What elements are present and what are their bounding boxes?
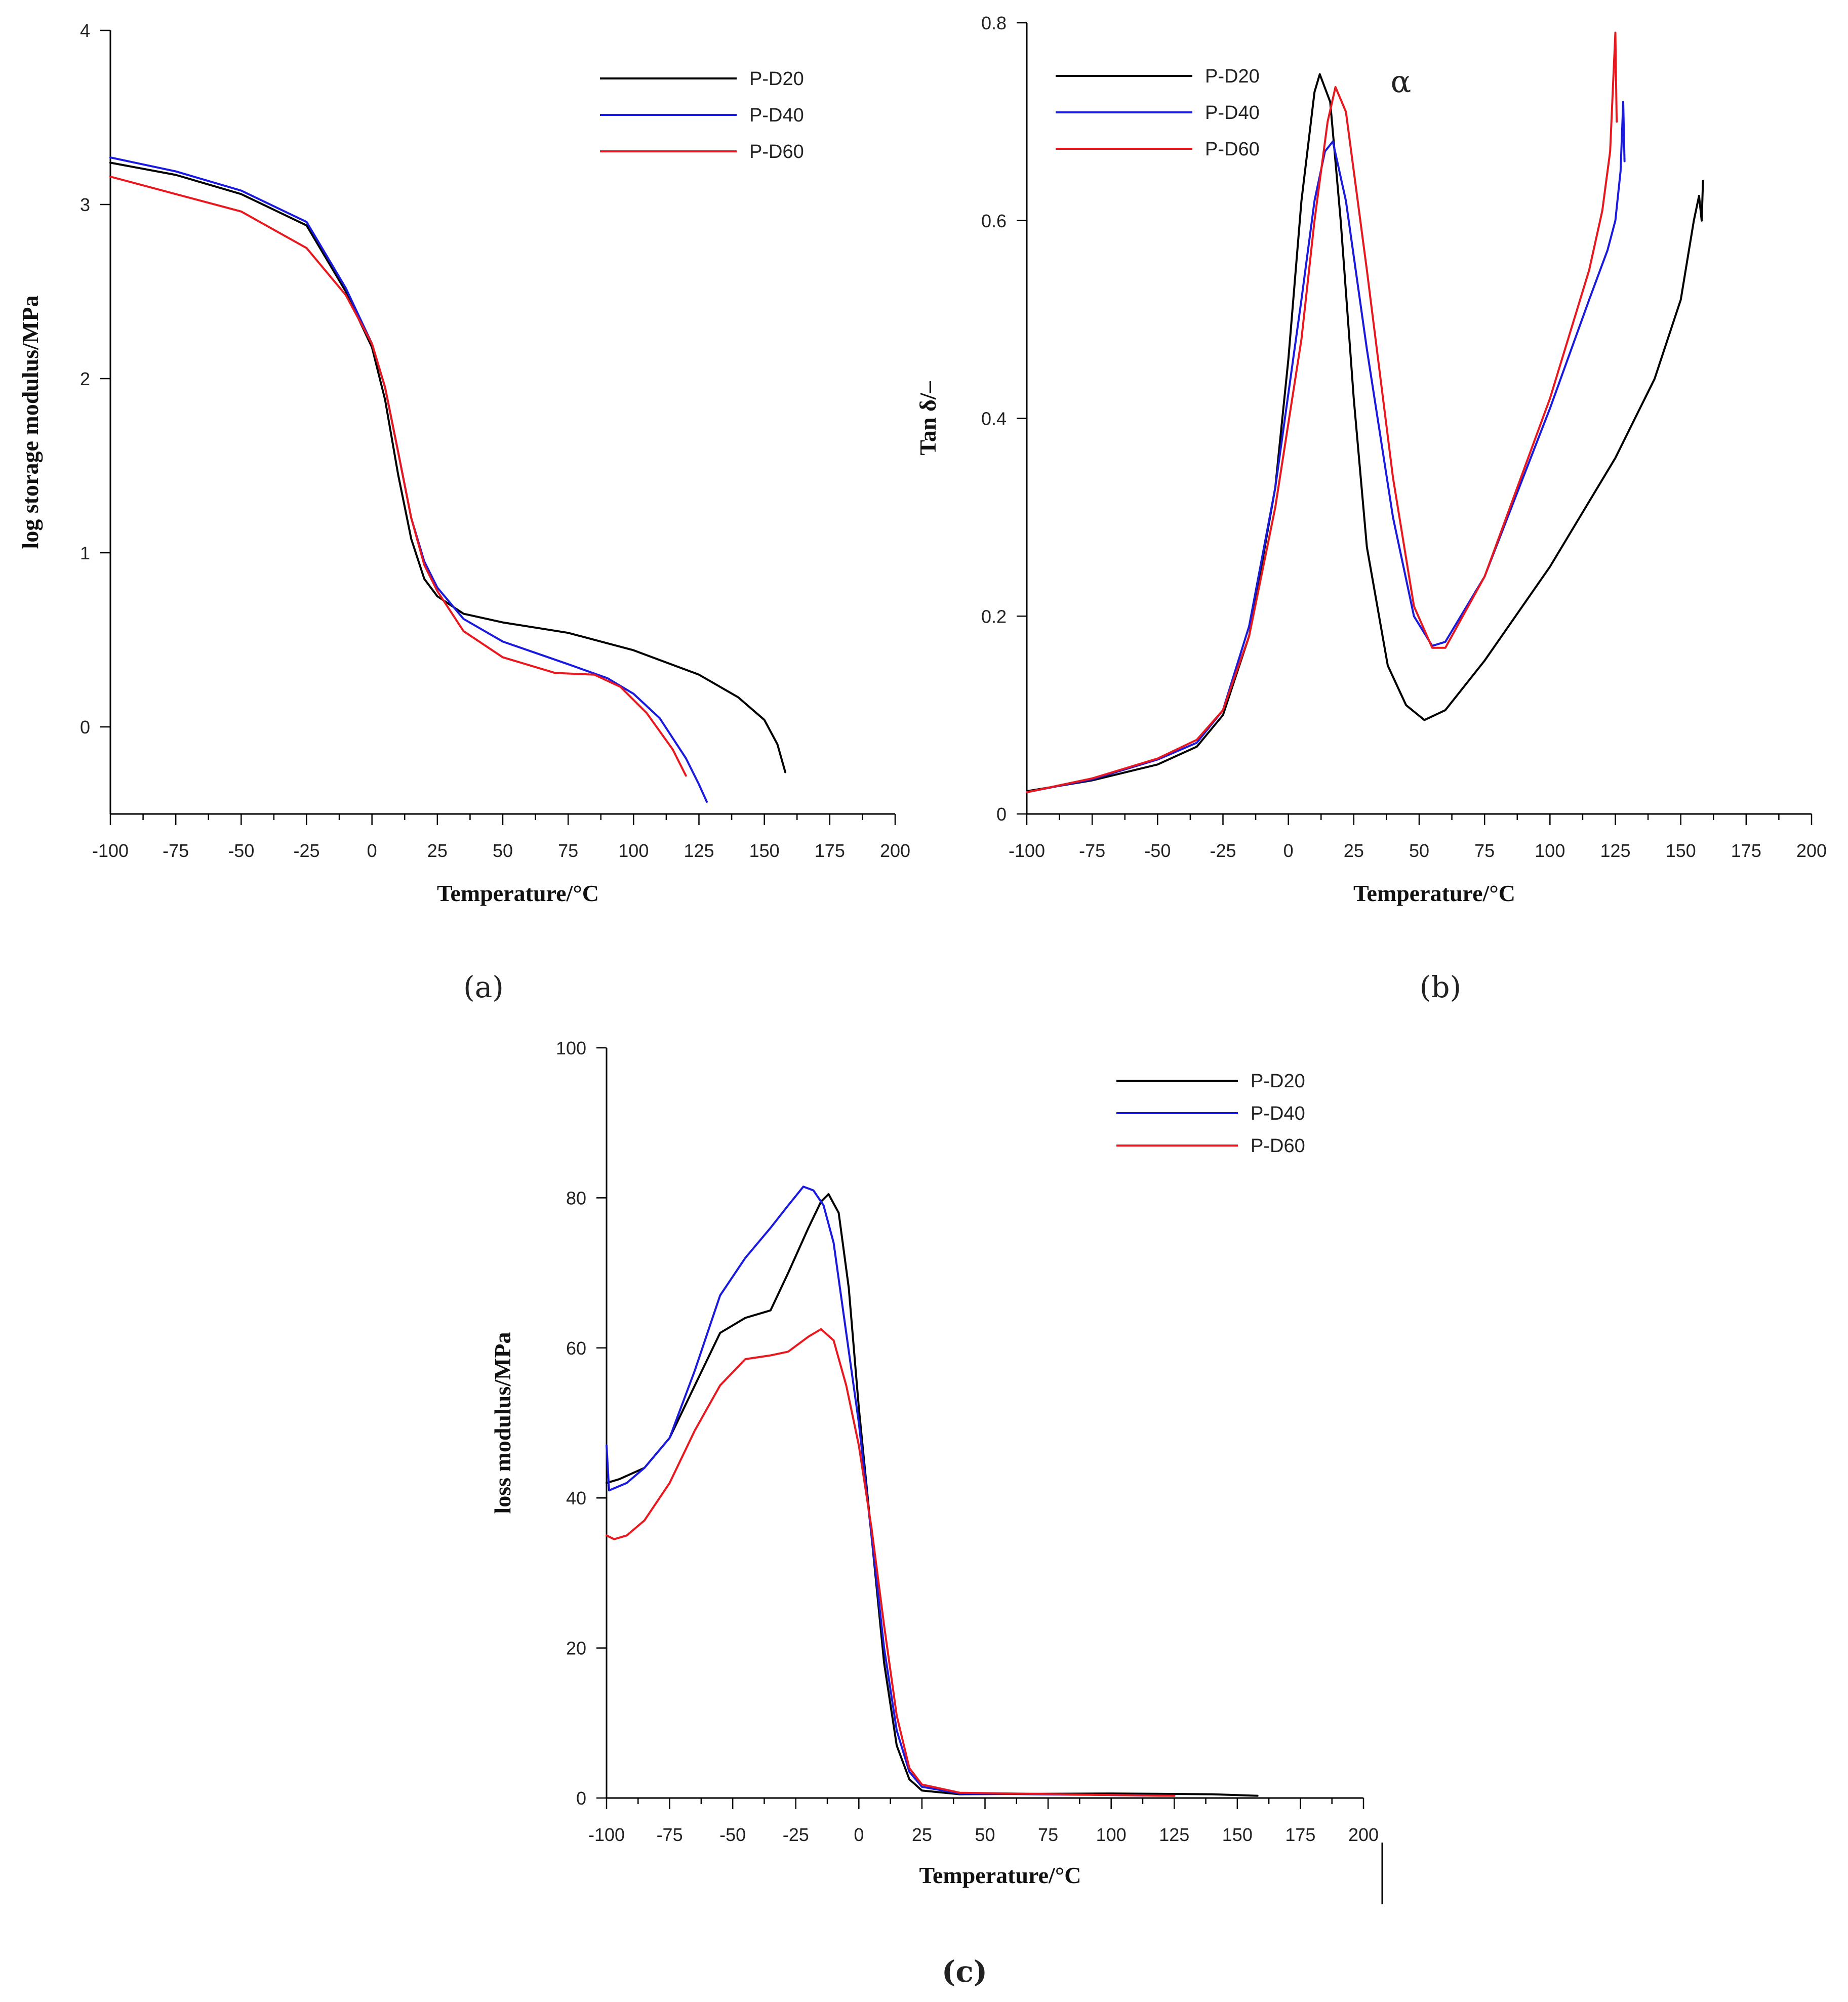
x-tick-label: -75 bbox=[163, 840, 189, 861]
y-tick-label: 4 bbox=[80, 20, 90, 41]
x-tick-label: -50 bbox=[1144, 840, 1171, 861]
legend-label: P-D60 bbox=[1251, 1135, 1305, 1157]
legend-label: P-D40 bbox=[1205, 102, 1260, 124]
x-tick-label: 50 bbox=[493, 840, 513, 861]
x-tick-label: 0 bbox=[854, 1824, 864, 1845]
x-tick-label: -100 bbox=[588, 1824, 625, 1845]
y-tick-label: 2 bbox=[80, 369, 90, 389]
y-axis-title: loss modulus/MPa bbox=[490, 1332, 515, 1514]
x-tick-label: 0 bbox=[367, 840, 377, 861]
y-tick-label: 0.8 bbox=[981, 13, 1007, 33]
x-axis-title: Temperature/°C bbox=[437, 880, 599, 906]
x-tick-label: -75 bbox=[1079, 840, 1105, 861]
y-tick-label: 0.2 bbox=[981, 606, 1007, 627]
y-tick-label: 40 bbox=[566, 1488, 586, 1508]
annotation-alpha: α bbox=[1391, 64, 1412, 100]
series-line-p-d60 bbox=[109, 176, 687, 777]
x-tick-label: -25 bbox=[293, 840, 319, 861]
y-tick-label: 0.4 bbox=[981, 408, 1007, 429]
y-tick-label: 100 bbox=[556, 1038, 586, 1058]
legend-label: P-D20 bbox=[1205, 66, 1260, 87]
legend-label: P-D20 bbox=[749, 68, 804, 90]
panel-a: -100 -75 -50 -25 0 25 50 75 100 125 150 175 200 0 1 2 3 4… bbox=[17, 20, 910, 1004]
x-tick-label: 200 bbox=[1348, 1824, 1379, 1845]
y-tick-label: 0 bbox=[576, 1788, 586, 1809]
x-tick-label: 200 bbox=[880, 840, 910, 861]
x-axis-title: Temperature/°C bbox=[919, 1862, 1081, 1888]
legend-label: P-D20 bbox=[1251, 1071, 1305, 1092]
x-tick-label: -25 bbox=[1210, 840, 1236, 861]
x-tick-label: 125 bbox=[684, 840, 714, 861]
x-tick-label: 175 bbox=[1285, 1824, 1315, 1845]
series-line-p-d40 bbox=[109, 156, 708, 803]
series-line-p-d20 bbox=[109, 161, 786, 773]
series-line-p-d60 bbox=[1026, 31, 1618, 793]
x-tick-label: 100 bbox=[1096, 1824, 1127, 1845]
panel-label: (a) bbox=[463, 970, 504, 1004]
x-tick-label: -50 bbox=[228, 840, 254, 861]
x-axis-title: Temperature/°C bbox=[1353, 880, 1515, 906]
x-tick-label: 150 bbox=[1222, 1824, 1253, 1845]
y-tick-label: 0 bbox=[996, 804, 1007, 825]
x-tick-label: 25 bbox=[1344, 840, 1364, 861]
x-tick-label: 175 bbox=[815, 840, 845, 861]
y-tick-label: 0 bbox=[80, 717, 90, 738]
series-line-p-d20 bbox=[1026, 73, 1704, 793]
x-tick-label: 25 bbox=[427, 840, 448, 861]
series-line-p-d40 bbox=[1026, 101, 1626, 793]
x-tick-label: 75 bbox=[558, 840, 578, 861]
legend-label: P-D60 bbox=[749, 141, 804, 162]
x-tick-label: 50 bbox=[975, 1824, 995, 1845]
legend-label: P-D60 bbox=[1205, 139, 1260, 160]
x-tick-label: -100 bbox=[1009, 840, 1045, 861]
x-tick-label: 175 bbox=[1731, 840, 1761, 861]
x-tick-label: -50 bbox=[719, 1824, 746, 1845]
series-line-p-d60 bbox=[606, 1328, 1176, 1797]
x-tick-label: 25 bbox=[912, 1824, 932, 1845]
legend-label: P-D40 bbox=[1251, 1103, 1305, 1124]
y-tick-label: 20 bbox=[566, 1638, 586, 1659]
panel-label: (c) bbox=[942, 1954, 987, 1989]
panel-b: -100 -75 -50 -25 0 25 50 75 100 125 150 175 200 0 0.2 0… bbox=[915, 13, 1827, 1004]
y-axis-title: Tan δ/– bbox=[915, 381, 941, 455]
x-tick-label: 100 bbox=[1535, 840, 1565, 861]
y-tick-label: 0.6 bbox=[981, 211, 1007, 231]
panel-label: (b) bbox=[1420, 970, 1461, 1004]
x-tick-label: 200 bbox=[1796, 840, 1827, 861]
y-axis-title: log storage modulus/MPa bbox=[17, 296, 43, 549]
x-tick-label: 100 bbox=[618, 840, 649, 861]
series-line-p-d40 bbox=[606, 1186, 1176, 1797]
y-tick-label: 80 bbox=[566, 1188, 586, 1208]
x-tick-label: 75 bbox=[1038, 1824, 1058, 1845]
x-tick-label: 75 bbox=[1474, 840, 1495, 861]
x-tick-label: 125 bbox=[1159, 1824, 1189, 1845]
x-tick-label: 150 bbox=[749, 840, 780, 861]
legend-label: P-D40 bbox=[749, 105, 804, 126]
x-tick-label: 150 bbox=[1666, 840, 1696, 861]
x-tick-label: 50 bbox=[1409, 840, 1429, 861]
x-tick-label: -75 bbox=[657, 1824, 683, 1845]
panel-c: -100 -75 -50 -25 0 25 50 75 100 125 150 175 200 0 20 40… bbox=[490, 1038, 1379, 1989]
x-tick-label: 0 bbox=[1283, 840, 1294, 861]
y-tick-label: 60 bbox=[566, 1338, 586, 1359]
y-tick-label: 1 bbox=[80, 543, 90, 563]
y-tick-label: 3 bbox=[80, 194, 90, 215]
x-tick-label: 125 bbox=[1600, 840, 1630, 861]
x-tick-label: -100 bbox=[92, 840, 129, 861]
series-line-p-d20 bbox=[606, 1193, 1259, 1797]
x-tick-label: -25 bbox=[783, 1824, 809, 1845]
